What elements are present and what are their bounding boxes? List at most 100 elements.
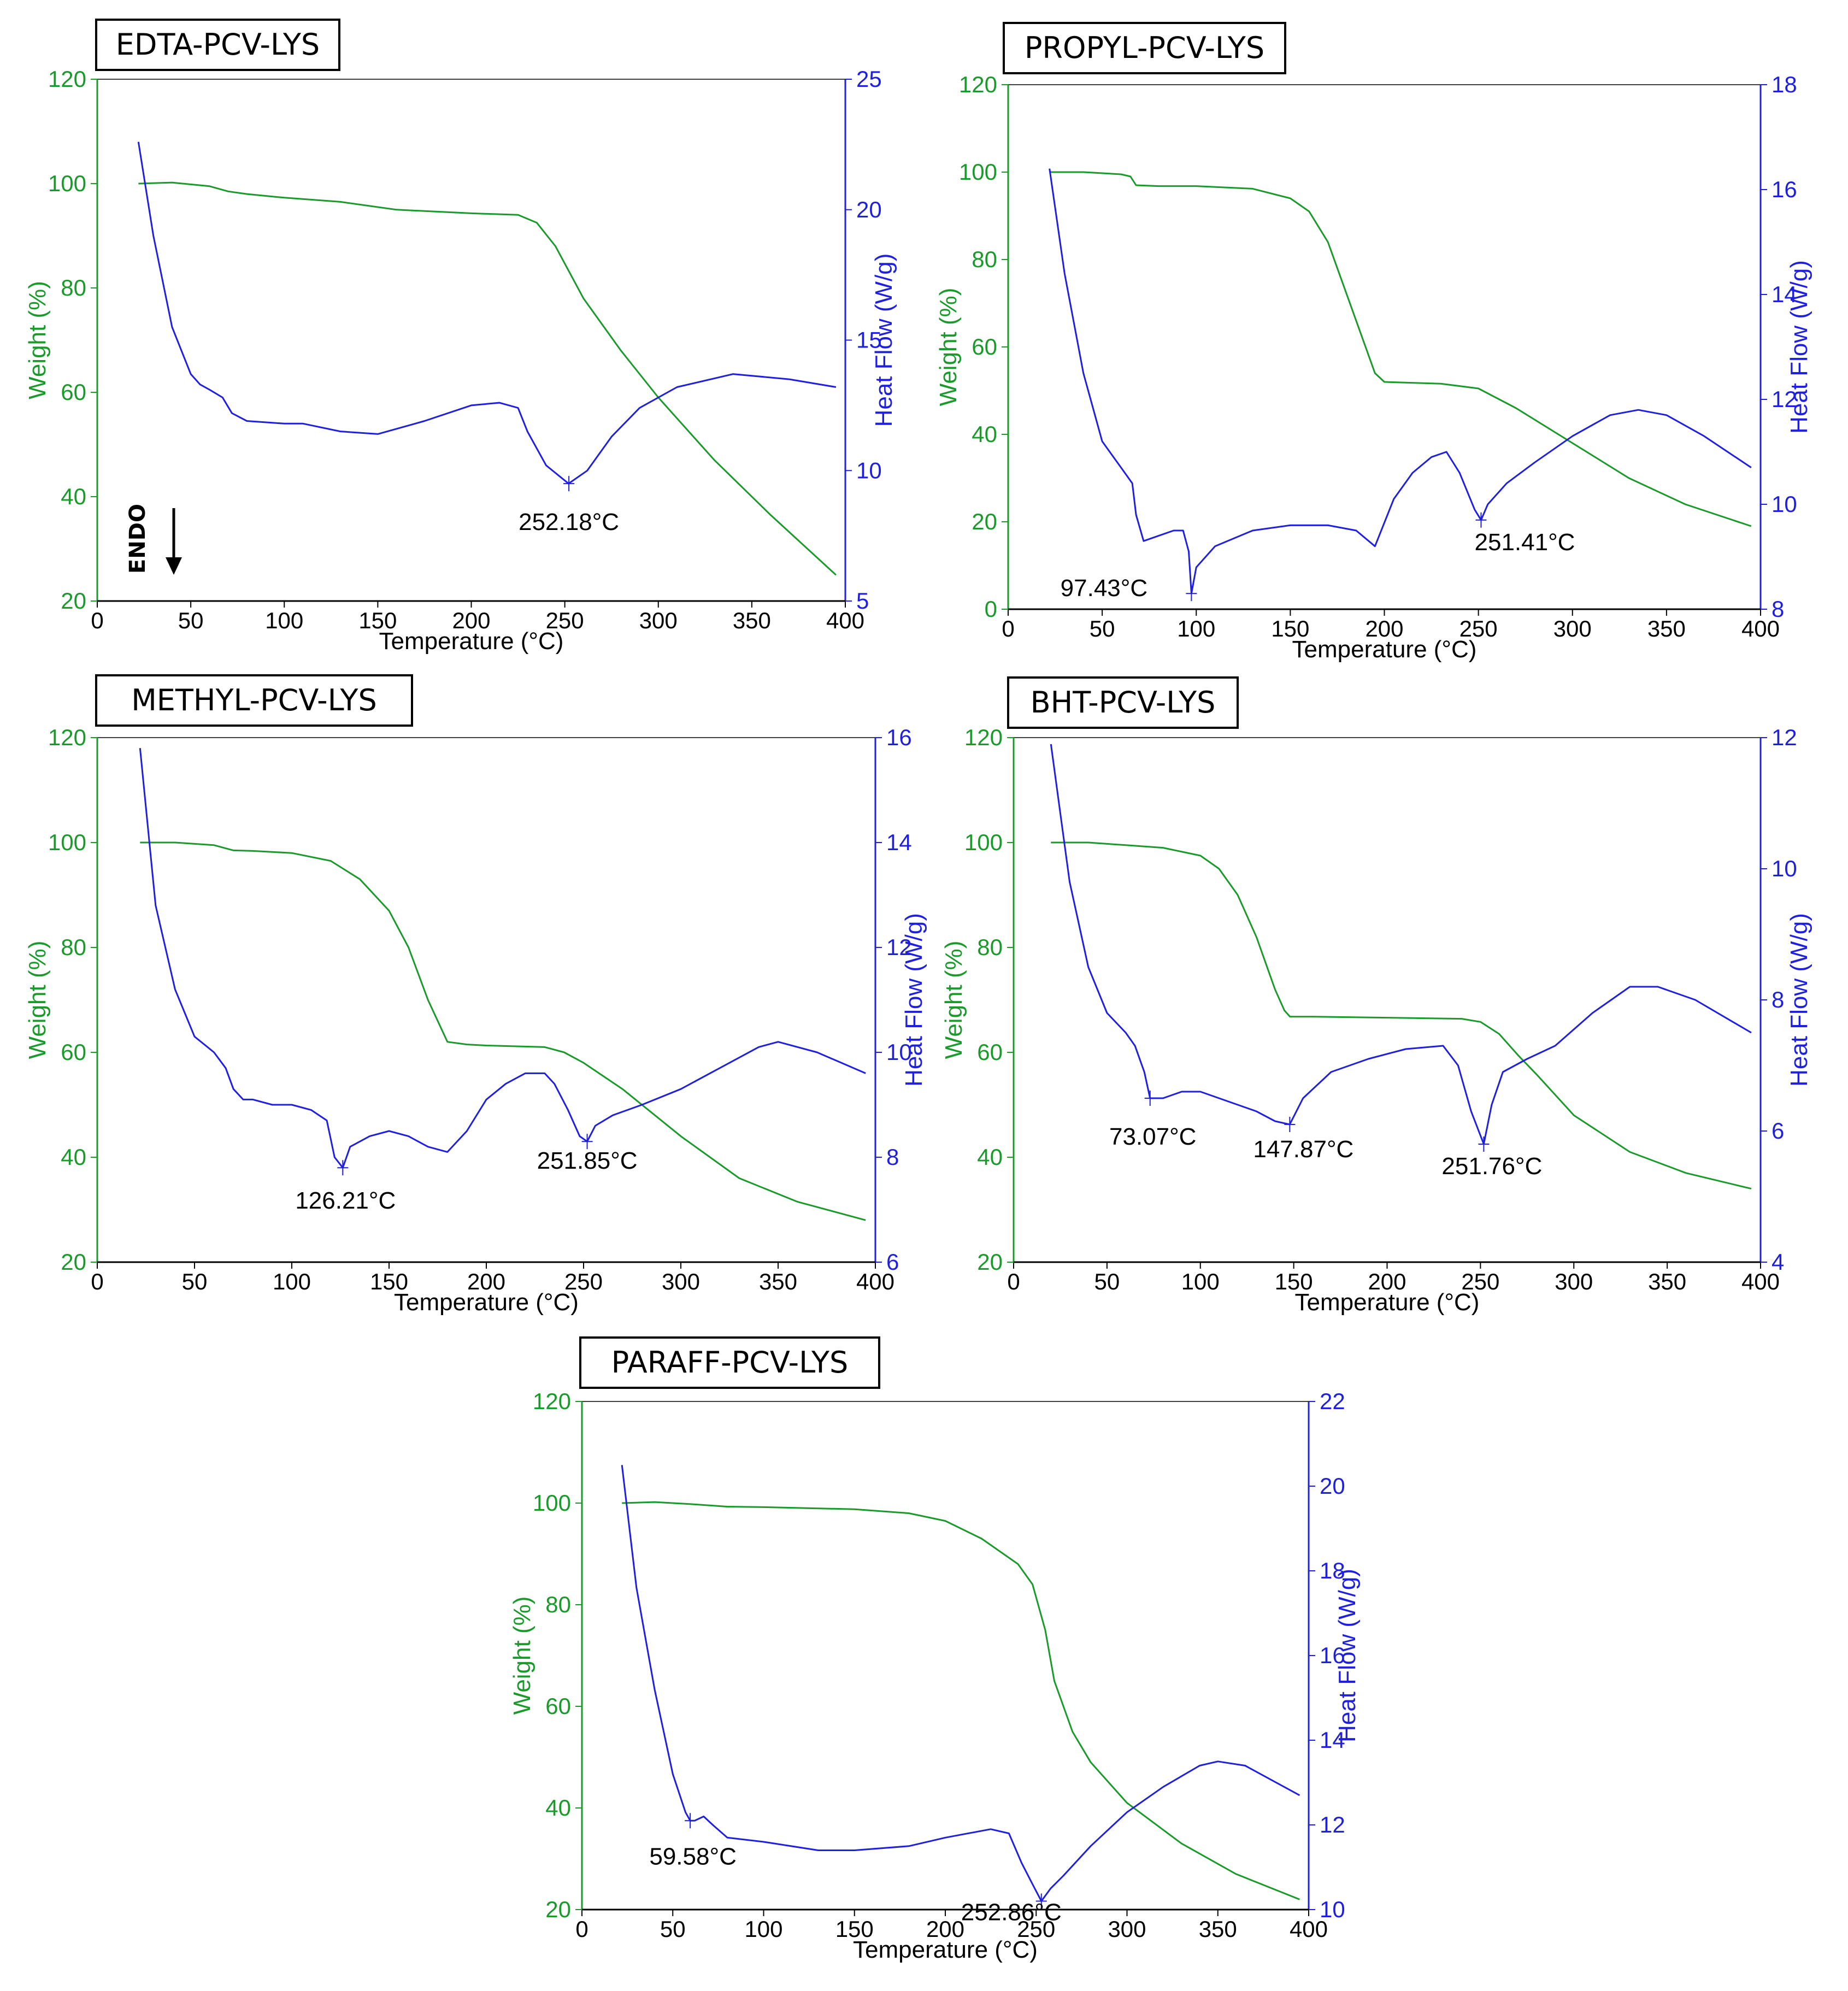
x-tick-label: 100 [744,1916,782,1942]
right-y-tick-label: 12 [1772,386,1797,412]
x-tick-label: 0 [91,608,103,633]
right-y-tick-label: 20 [1320,1473,1345,1499]
x-tick-label: 200 [1365,616,1403,641]
x-tick-label: 50 [660,1916,686,1942]
left-y-tick-label: 120 [959,72,997,97]
x-tick-label: 150 [1271,616,1309,641]
right-y-tick-label: 16 [1772,176,1797,202]
left-y-tick-label: 20 [972,509,997,534]
chart-panel-3: METHYL-PCV-LYS 0 50 100 150 200 250 300 350 400 Te… [24,674,927,1316]
x-tick-label: 350 [1199,1916,1237,1942]
x-axis-label: Temperature (°C) [853,1936,1038,1963]
chart-title-box [95,674,413,727]
left-y-tick-label: 60 [545,1693,571,1719]
left-y-tick-label: 80 [545,1592,571,1617]
x-tick-label: 300 [1555,1269,1593,1294]
left-y-tick-label: 40 [61,1144,86,1170]
x-tick-label: 200 [1368,1269,1406,1294]
x-tick-label: 400 [1290,1916,1328,1942]
left-y-tick-label: 120 [48,724,86,750]
left-y-tick-label: 120 [48,66,86,92]
left-y-axis-label: Weight (%) [24,281,51,399]
left-y-tick-label: 20 [545,1896,571,1922]
left-y-tick-label: 80 [977,934,1003,960]
left-y-tick-label: 120 [964,724,1003,750]
x-tick-label: 200 [926,1916,964,1942]
x-tick-label: 150 [1275,1269,1313,1294]
right-y-tick-label: 25 [856,66,882,92]
x-tick-label: 250 [1461,1269,1499,1294]
x-axis-label: Temperature (°C) [379,628,564,655]
heat-flow-series-line [1050,744,1752,1145]
right-y-tick-label: 6 [1772,1118,1784,1144]
x-tick-label: 50 [178,608,204,633]
right-y-tick-label: 14 [886,829,912,855]
x-tick-label: 300 [1553,616,1592,641]
x-tick-label: 50 [1094,1269,1120,1294]
x-tick-label: 100 [265,608,303,633]
right-y-tick-label: 18 [1320,1558,1345,1583]
x-tick-label: 50 [182,1269,208,1294]
left-y-tick-label: 80 [61,934,86,960]
x-tick-label: 300 [1108,1916,1146,1942]
left-y-tick-label: 20 [61,1249,86,1275]
right-y-tick-label: 12 [1320,1812,1345,1837]
chart-title: PARAFF-PCV-LYS [611,1345,849,1380]
x-tick-label: 400 [1741,616,1780,641]
right-y-tick-label: 20 [856,197,882,222]
peak-annotation: 126.21°C [295,1187,396,1214]
right-y-axis-label: Heat Flow (W/g) [1786,260,1812,434]
x-axis-label: Temperature (°C) [394,1289,579,1316]
right-y-tick-label: 16 [886,724,912,750]
x-tick-label: 0 [1002,616,1014,641]
left-y-tick-label: 20 [61,588,86,614]
left-y-axis-label: Weight (%) [935,288,962,407]
x-tick-label: 0 [575,1916,588,1942]
chart-panel-5: PARAFF-PCV-LYS 0 50 100 150 200 250 300 350 400 Te… [509,1336,1361,1963]
right-y-axis-label: Heat Flow (W/g) [1334,1569,1361,1742]
left-y-axis-label: Weight (%) [509,1597,535,1715]
x-tick-label: 200 [452,608,490,633]
right-y-tick-label: 14 [1320,1727,1345,1753]
left-y-tick-label: 60 [972,334,997,360]
left-y-tick-label: 40 [545,1795,571,1821]
x-tick-label: 50 [1090,616,1115,641]
peak-annotation: 147.87°C [1253,1136,1353,1163]
x-tick-label: 300 [662,1269,700,1294]
chart-title-box [579,1336,880,1389]
x-tick-label: 350 [759,1269,797,1294]
peak-annotation: 97.43°C [1061,575,1147,602]
weight-series-line [138,181,837,576]
left-y-tick-label: 40 [977,1144,1003,1170]
peak-annotation: 251.76°C [1441,1153,1542,1180]
weight-series-line [1051,841,1752,1190]
left-y-tick-label: 100 [964,829,1003,855]
plot-frame [97,79,846,602]
peak-annotation: 59.58°C [649,1843,736,1870]
plot-frame [97,737,876,1263]
right-y-tick-label: 18 [1772,72,1797,97]
x-axis-label: Temperature (°C) [1295,1289,1480,1316]
left-y-tick-label: 60 [61,379,86,405]
left-y-tick-label: 0 [985,596,997,622]
right-y-tick-label: 8 [1772,987,1784,1012]
chart-title: METHYL-PCV-LYS [131,683,377,717]
endo-arrow-head [166,557,182,575]
x-tick-label: 250 [564,1269,603,1294]
right-y-tick-label: 16 [1320,1642,1345,1668]
right-y-tick-label: 10 [886,1039,912,1065]
right-y-tick-label: 8 [886,1144,899,1170]
x-tick-label: 150 [370,1269,408,1294]
x-tick-label: 300 [639,608,678,633]
x-tick-label: 200 [467,1269,505,1294]
x-tick-label: 250 [1459,616,1498,641]
weight-series-line [622,1501,1300,1900]
heat-flow-series-line [1049,168,1752,594]
weight-series-line [1049,171,1752,527]
right-y-tick-label: 15 [856,327,882,353]
chart-title-box [1007,676,1239,729]
right-y-tick-label: 6 [886,1249,899,1275]
left-y-tick-label: 100 [48,829,86,855]
